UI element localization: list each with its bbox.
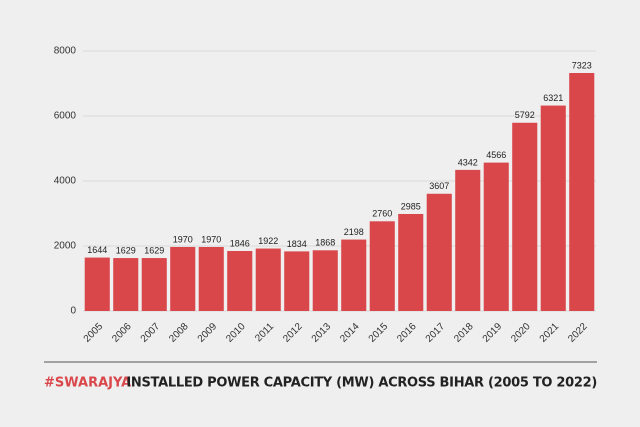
value-label: 1834 (287, 239, 307, 249)
y-tick-label: 2000 (54, 241, 77, 252)
value-label: 5792 (515, 110, 535, 120)
value-label: 2760 (372, 209, 392, 219)
bar (284, 251, 310, 311)
bar (84, 257, 110, 311)
value-label: 1970 (201, 234, 221, 244)
value-label: 6321 (543, 93, 563, 103)
value-label: 2198 (344, 227, 364, 237)
value-label: 1970 (173, 234, 193, 244)
bar (227, 251, 253, 311)
bar (483, 162, 509, 311)
bar (312, 250, 338, 311)
bar (426, 193, 452, 311)
value-label: 1629 (116, 245, 136, 255)
bar (341, 239, 367, 311)
bar (369, 221, 395, 311)
value-label: 1846 (230, 238, 250, 248)
bar (455, 169, 481, 311)
y-tick-label: 4000 (54, 176, 77, 187)
bar (540, 105, 566, 311)
y-tick-label: 8000 (54, 46, 77, 57)
value-label: 2985 (401, 201, 421, 211)
value-label: 4342 (458, 157, 478, 167)
bar (170, 246, 196, 311)
bar (141, 258, 167, 311)
chart-title: INSTALLED POWER CAPACITY (MW) ACROSS BIH… (126, 376, 597, 391)
value-label: 4566 (486, 150, 506, 160)
bar (512, 122, 538, 311)
y-tick-label: 6000 (54, 111, 77, 122)
value-label: 1629 (144, 245, 164, 255)
bar (398, 213, 424, 311)
value-label: 7323 (572, 60, 592, 70)
value-label: 1868 (315, 238, 335, 248)
bar (113, 258, 139, 311)
bar (255, 248, 281, 311)
bar (569, 73, 595, 311)
value-label: 3607 (429, 181, 449, 191)
value-label: 1922 (258, 236, 278, 246)
value-label: 1644 (87, 245, 107, 255)
brand: #SWARAJYA (44, 376, 131, 391)
bar (198, 246, 224, 311)
y-tick-label: 0 (70, 306, 76, 317)
